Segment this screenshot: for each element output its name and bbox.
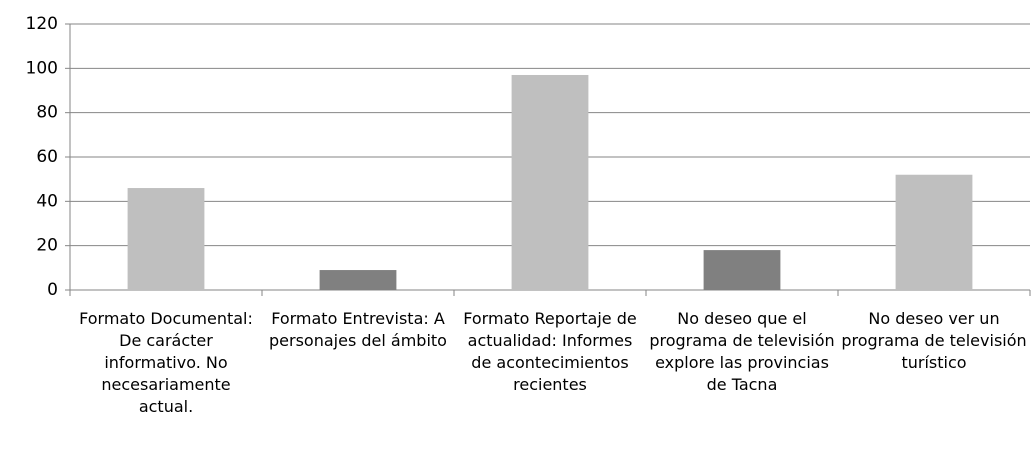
y-tick-label: 0 [47, 280, 58, 300]
x-tick-label: Formato Entrevista: A personajes del ámb… [269, 309, 447, 350]
bar [511, 74, 589, 290]
y-tick-label: 100 [26, 58, 58, 78]
x-tick-label: No deseo ver un programa de televisión t… [841, 309, 1027, 372]
x-tick-label: Formato Documental: De carácter informat… [79, 309, 253, 416]
y-tick-label: 120 [26, 14, 58, 34]
bar [319, 270, 397, 290]
x-tick-label: No deseo que el programa de televisión e… [649, 309, 835, 394]
bar [127, 188, 205, 290]
bar [703, 250, 781, 290]
y-tick-label: 80 [36, 103, 58, 123]
bar [895, 174, 973, 290]
y-tick-label: 40 [36, 191, 58, 211]
y-tick-label: 60 [36, 147, 58, 167]
x-tick-label: Formato Reportaje de actualidad: Informe… [463, 309, 637, 394]
y-tick-label: 20 [36, 236, 58, 256]
